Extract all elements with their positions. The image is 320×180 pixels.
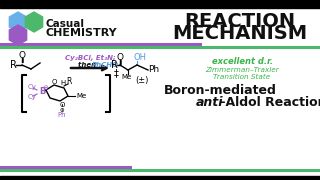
Text: (±): (±) bbox=[135, 75, 149, 84]
Text: PhCHO: PhCHO bbox=[92, 62, 119, 68]
Text: H: H bbox=[60, 80, 66, 86]
Text: -Aldol Reaction: -Aldol Reaction bbox=[216, 96, 320, 109]
Text: ⊕: ⊕ bbox=[60, 107, 64, 112]
Text: Cy₂BCl, Et₃N;: Cy₂BCl, Et₃N; bbox=[65, 55, 116, 61]
Text: Zimmerman–Traxler: Zimmerman–Traxler bbox=[205, 67, 279, 73]
Polygon shape bbox=[9, 12, 27, 32]
Text: O: O bbox=[116, 53, 124, 62]
Text: Cy: Cy bbox=[28, 94, 36, 100]
Text: Transition State: Transition State bbox=[213, 74, 271, 80]
Text: O: O bbox=[51, 79, 57, 85]
Text: R: R bbox=[66, 78, 72, 87]
Bar bbox=[0, 0, 320, 8]
Text: O: O bbox=[59, 102, 65, 108]
Text: anti: anti bbox=[196, 96, 223, 109]
Polygon shape bbox=[9, 25, 27, 45]
Text: REACTION: REACTION bbox=[184, 12, 296, 31]
Text: Me: Me bbox=[122, 74, 132, 80]
Text: Me: Me bbox=[76, 93, 86, 99]
Text: B: B bbox=[39, 87, 45, 96]
Text: ⊖: ⊖ bbox=[42, 85, 48, 91]
Text: R: R bbox=[10, 60, 16, 70]
Text: O: O bbox=[19, 51, 26, 60]
Text: CHEMISTRY: CHEMISTRY bbox=[46, 28, 118, 38]
Text: OH: OH bbox=[133, 53, 147, 62]
Polygon shape bbox=[25, 12, 43, 32]
Text: then: then bbox=[78, 62, 99, 68]
Text: ‡: ‡ bbox=[114, 68, 119, 78]
Text: Casual: Casual bbox=[46, 19, 85, 29]
Bar bbox=[0, 176, 320, 180]
Text: Cy: Cy bbox=[28, 84, 36, 90]
Text: Boron-mediated: Boron-mediated bbox=[164, 84, 276, 96]
Text: excellent d.r.: excellent d.r. bbox=[212, 57, 273, 66]
Text: MECHANISM: MECHANISM bbox=[172, 24, 308, 43]
Text: R: R bbox=[111, 60, 117, 70]
Text: Ph: Ph bbox=[148, 66, 159, 75]
Text: Ph: Ph bbox=[58, 112, 66, 118]
